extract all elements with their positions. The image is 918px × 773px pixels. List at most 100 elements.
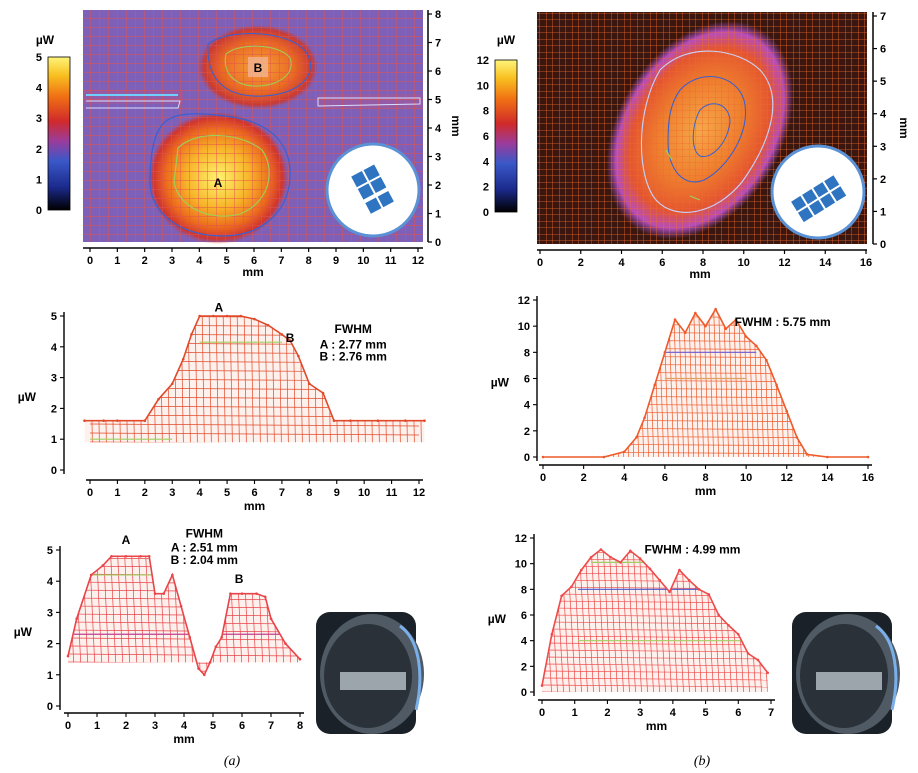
y-axis-label: µW bbox=[488, 612, 507, 626]
data-point bbox=[736, 632, 740, 636]
data-point bbox=[754, 344, 758, 348]
x-tick-label: 2 bbox=[581, 472, 587, 484]
y-tick-label: 8 bbox=[435, 9, 441, 21]
panel-label-b: (b) bbox=[694, 754, 711, 769]
annotation: A : 2.77 mm bbox=[320, 337, 387, 351]
y-tick-label: 8 bbox=[521, 584, 527, 596]
colorbar-a-label: µW bbox=[36, 33, 55, 47]
x-tick-label: 2 bbox=[142, 487, 148, 499]
y-tick-label: 6 bbox=[435, 66, 441, 78]
y-tick-label: 1 bbox=[51, 434, 57, 446]
data-point bbox=[707, 593, 711, 596]
data-point bbox=[89, 573, 93, 577]
x-tick-label: 3 bbox=[169, 487, 175, 499]
colorbar-a bbox=[47, 56, 71, 211]
y-axis-label: µW bbox=[491, 376, 510, 390]
colorbar-tick-label: 4 bbox=[483, 156, 490, 168]
x-tick-label: 6 bbox=[659, 257, 665, 269]
profile-line bbox=[541, 548, 769, 686]
x-tick-label: 5 bbox=[703, 707, 709, 719]
y-tick-label: 4 bbox=[51, 342, 58, 354]
data-point bbox=[239, 314, 243, 318]
x-tick-label: 0 bbox=[65, 720, 71, 732]
data-point bbox=[805, 453, 809, 456]
data-point bbox=[622, 450, 626, 454]
data-point bbox=[298, 657, 302, 661]
y-tick-label: 4 bbox=[524, 400, 531, 412]
data-point bbox=[717, 613, 720, 617]
x-tick-label: 1 bbox=[114, 487, 120, 499]
x-tick-label: 1 bbox=[572, 707, 578, 719]
y-tick-label: 3 bbox=[51, 373, 57, 385]
x-tick-label: 5 bbox=[224, 255, 230, 267]
colorbar-tick-label: 10 bbox=[477, 80, 489, 92]
data-point bbox=[602, 455, 606, 459]
data-point bbox=[212, 314, 215, 318]
y-axis-label: µW bbox=[18, 390, 37, 404]
colorbar-tick-label: 0 bbox=[483, 207, 489, 219]
data-point bbox=[102, 419, 106, 423]
x-axis-label: mm bbox=[695, 484, 716, 498]
y-tick-label: 1 bbox=[47, 670, 53, 682]
x-tick-label: 8 bbox=[297, 720, 303, 732]
y-tick-label: 10 bbox=[518, 321, 530, 333]
x-tick-label: 4 bbox=[618, 257, 625, 269]
y-tick-label: 2 bbox=[521, 661, 527, 673]
y-tick-label: 0 bbox=[524, 452, 530, 464]
data-point bbox=[775, 383, 778, 387]
x-tick-label: 9 bbox=[334, 487, 340, 499]
annotation: A bbox=[122, 533, 131, 547]
x-tick-label: 9 bbox=[333, 255, 339, 267]
x-tick-label: 10 bbox=[358, 487, 370, 499]
heatmap-b-y-ticks: 0 1 2 3 4 5 6 7 bbox=[873, 11, 887, 251]
data-point bbox=[734, 318, 738, 321]
profile-envelope bbox=[543, 309, 868, 457]
heatmap-a-y-label: mm bbox=[449, 115, 463, 136]
x-axis-label: mm bbox=[646, 719, 667, 733]
data-point bbox=[683, 331, 687, 335]
x-tick-label: 12 bbox=[781, 472, 793, 484]
data-point bbox=[181, 357, 185, 361]
x-tick-label: 5 bbox=[224, 487, 230, 499]
x-tick-label: 4 bbox=[621, 472, 628, 484]
y-tick-label: 0 bbox=[880, 239, 886, 251]
y-tick-label: 6 bbox=[521, 610, 527, 622]
data-point bbox=[423, 419, 426, 423]
y-tick-label: 5 bbox=[47, 545, 53, 557]
data-point bbox=[288, 339, 292, 342]
y-tick-label: 3 bbox=[47, 607, 53, 619]
annotation: B : 2.04 mm bbox=[171, 553, 238, 567]
annotation: A bbox=[215, 300, 224, 314]
y-tick-label: 5 bbox=[880, 76, 886, 88]
colorbar-tick-label: 1 bbox=[36, 174, 42, 186]
data-point bbox=[179, 604, 183, 608]
data-point bbox=[116, 419, 119, 423]
data-point bbox=[756, 658, 760, 662]
data-point bbox=[746, 652, 750, 655]
data-point bbox=[403, 419, 407, 423]
annotation: FWHM : 5.75 mm bbox=[735, 315, 831, 329]
data-point bbox=[629, 549, 632, 553]
data-point bbox=[687, 579, 691, 582]
x-tick-label: 0 bbox=[87, 255, 93, 267]
x-tick-label: 12 bbox=[413, 487, 425, 499]
data-point bbox=[197, 667, 200, 670]
data-point bbox=[110, 554, 113, 558]
x-tick-label: 7 bbox=[279, 487, 285, 499]
data-point bbox=[170, 382, 174, 386]
x-tick-label: 3 bbox=[637, 707, 643, 719]
heatmap-a-inset bbox=[325, 142, 421, 238]
x-tick-label: 12 bbox=[412, 255, 424, 267]
photo-inset-b bbox=[792, 612, 900, 734]
x-tick-label: 8 bbox=[702, 472, 708, 484]
data-point bbox=[866, 455, 870, 459]
data-point bbox=[66, 654, 70, 658]
data-point bbox=[297, 354, 300, 358]
data-point bbox=[609, 555, 612, 559]
data-point bbox=[653, 383, 657, 387]
x-tick-label: 8 bbox=[306, 255, 312, 267]
x-tick-label: 6 bbox=[239, 720, 245, 732]
data-point bbox=[619, 561, 622, 564]
